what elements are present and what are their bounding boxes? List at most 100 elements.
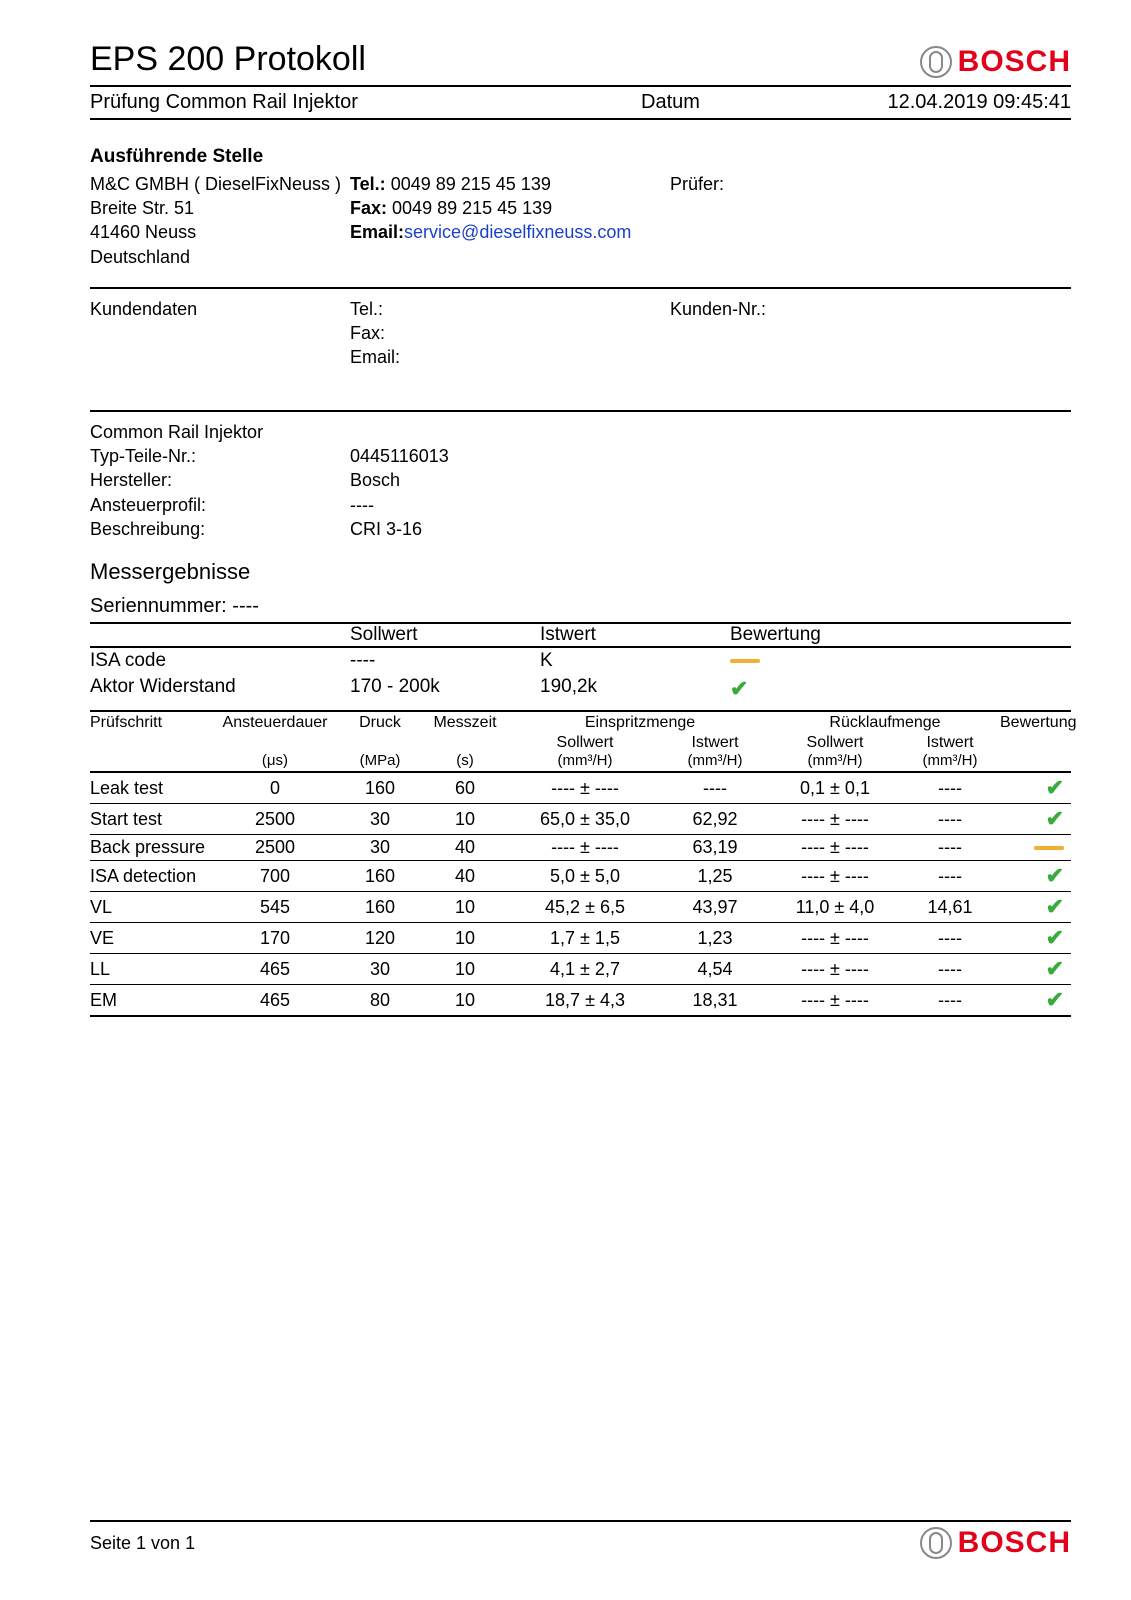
eval-mark: ✔ (730, 676, 850, 702)
inj-ist: 18,31 (660, 990, 770, 1011)
header: EPS 200 Protokoll BOSCH (90, 40, 1071, 79)
inj-soll: 1,7 ± 1,5 (510, 928, 660, 949)
results-heading: Messergebnisse (90, 559, 1071, 585)
h-mtime: Messzeit (420, 714, 510, 732)
ret-ist: ---- (900, 866, 1000, 887)
dur: 170 (210, 928, 340, 949)
pressure: 80 (340, 990, 420, 1011)
ret-soll: ---- ± ---- (770, 990, 900, 1011)
inj-ist: ---- (660, 778, 770, 799)
check-icon: ✔ (1046, 894, 1064, 919)
bosch-logo: BOSCH (920, 45, 1071, 79)
serial-value: ---- (232, 595, 259, 617)
mark: ✔ (1000, 775, 1070, 801)
h-step: Prüfschritt (90, 714, 210, 732)
serial-row: Seriennummer: ---- (90, 595, 1071, 624)
customer-email-label: Email: (350, 345, 670, 369)
mtime: 40 (420, 837, 510, 858)
eval-row: ISA code----K (90, 648, 1071, 674)
desc-label: Beschreibung: (90, 517, 350, 541)
inj-soll: 4,1 ± 2,7 (510, 959, 660, 980)
warn-icon (1034, 846, 1064, 850)
ret-soll: ---- ± ---- (770, 866, 900, 887)
mtime: 10 (420, 928, 510, 949)
ret-soll: ---- ± ---- (770, 928, 900, 949)
executing-country: Deutschland (90, 245, 350, 269)
mark (1000, 837, 1070, 858)
desc-value: CRI 3-16 (350, 517, 422, 541)
ret-ist: ---- (900, 837, 1000, 858)
sub-header: Prüfung Common Rail Injektor Datum 12.04… (90, 85, 1071, 120)
detail-row: LL46530104,1 ± 2,74,54---- ± --------✔ (90, 954, 1071, 985)
mark: ✔ (1000, 925, 1070, 951)
pressure: 160 (340, 897, 420, 918)
mark: ✔ (1000, 956, 1070, 982)
pressure: 30 (340, 837, 420, 858)
step: LL (90, 959, 210, 980)
h-ret-soll: Sollwert (770, 734, 900, 752)
eval-name: ISA code (90, 650, 350, 672)
eval-name: Aktor Widerstand (90, 676, 350, 702)
detail-row: ISA detection700160405,0 ± 5,01,25---- ±… (90, 861, 1071, 892)
inj-ist: 1,23 (660, 928, 770, 949)
inj-ist: 1,25 (660, 866, 770, 887)
subtitle: Prüfung Common Rail Injektor (90, 91, 641, 114)
pressure: 30 (340, 809, 420, 830)
h-bewertung: Bewertung (1000, 714, 1070, 732)
serial-label: Seriennummer: (90, 595, 227, 617)
inspector-col: Prüfer: (670, 172, 1071, 269)
profile-label: Ansteuerprofil: (90, 493, 350, 517)
fax-label: Fax: (350, 198, 387, 218)
detail-row: VE170120101,7 ± 1,51,23---- ± --------✔ (90, 923, 1071, 954)
step: VL (90, 897, 210, 918)
mark: ✔ (1000, 894, 1070, 920)
executing-heading: Ausführende Stelle (90, 144, 1071, 170)
executing-zip: 41460 Neuss (90, 220, 350, 244)
executing-street: Breite Str. 51 (90, 196, 350, 220)
ret-soll: ---- ± ---- (770, 809, 900, 830)
customer-tel-label: Tel.: (350, 297, 670, 321)
h-ret-ist: Istwert (900, 734, 1000, 752)
pressure: 30 (340, 959, 420, 980)
h-pressure: Druck (340, 714, 420, 732)
page-title: EPS 200 Protokoll (90, 40, 366, 79)
mfr-label: Hersteller: (90, 468, 350, 492)
check-icon: ✔ (1046, 987, 1064, 1012)
eval-ist: 190,2k (540, 676, 730, 702)
col-istwert: Istwert (540, 624, 730, 646)
ret-ist: ---- (900, 809, 1000, 830)
detail-row: Start test2500301065,0 ± 35,062,92---- ±… (90, 804, 1071, 835)
email-label: Email: (350, 222, 404, 242)
ret-soll: ---- ± ---- (770, 959, 900, 980)
check-icon: ✔ (1046, 925, 1064, 950)
eval-soll: 170 - 200k (350, 676, 540, 702)
u-dur: (μs) (210, 752, 340, 769)
mtime: 10 (420, 959, 510, 980)
check-icon: ✔ (1046, 775, 1064, 800)
ret-ist: ---- (900, 959, 1000, 980)
page-indicator: Seite 1 von 1 (90, 1533, 195, 1554)
ret-ist: ---- (900, 778, 1000, 799)
h-inj-soll: Sollwert (510, 734, 660, 752)
executing-contact: Tel.: 0049 89 215 45 139 Fax: 0049 89 21… (350, 172, 670, 269)
ret-soll: 0,1 ± 0,1 (770, 778, 900, 799)
dur: 465 (210, 959, 340, 980)
inj-soll: 45,2 ± 6,5 (510, 897, 660, 918)
h-inj-ist: Istwert (660, 734, 770, 752)
fax-value: 0049 89 215 45 139 (392, 198, 552, 218)
dur: 700 (210, 866, 340, 887)
step: Start test (90, 809, 210, 830)
bosch-logo-text: BOSCH (958, 45, 1071, 79)
inj-soll: ---- ± ---- (510, 837, 660, 858)
step: EM (90, 990, 210, 1011)
customer-heading: Kundendaten (90, 297, 350, 321)
ret-ist: ---- (900, 928, 1000, 949)
bosch-logo-footer: BOSCH (920, 1526, 1071, 1560)
detail-table: Prüfschritt Ansteuerdauer Druck Messzeit… (90, 710, 1071, 1017)
ret-soll: ---- ± ---- (770, 837, 900, 858)
h-ret-group: Rücklaufmenge (770, 714, 1000, 732)
divider (90, 410, 1071, 412)
u-reti: (mm³/H) (900, 752, 1000, 769)
detail-row: EM465801018,7 ± 4,318,31---- ± --------✔ (90, 985, 1071, 1017)
tel-value: 0049 89 215 45 139 (391, 174, 551, 194)
